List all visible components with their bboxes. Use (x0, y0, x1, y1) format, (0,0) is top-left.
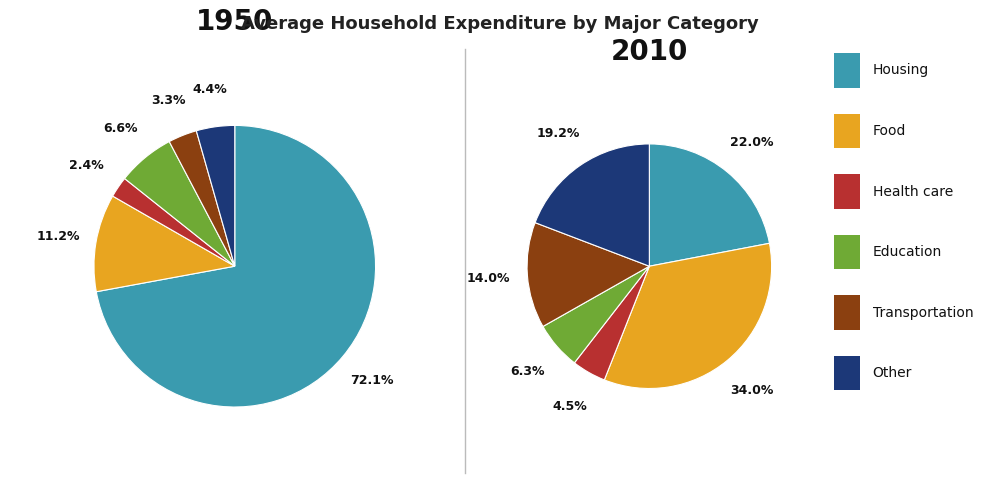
Text: 2.4%: 2.4% (69, 159, 104, 172)
Wedge shape (96, 125, 376, 407)
Bar (834, 356, 860, 390)
Wedge shape (574, 266, 649, 380)
Text: 11.2%: 11.2% (37, 230, 80, 243)
Text: 4.5%: 4.5% (552, 400, 586, 413)
Text: Health care: Health care (872, 184, 953, 199)
Wedge shape (542, 266, 649, 363)
Text: Transportation: Transportation (872, 306, 973, 319)
Wedge shape (94, 196, 235, 292)
Text: 34.0%: 34.0% (730, 384, 774, 397)
Wedge shape (197, 125, 235, 266)
Wedge shape (113, 178, 235, 266)
Text: Average Household Expenditure by Major Category: Average Household Expenditure by Major C… (241, 15, 758, 33)
Text: 6.6%: 6.6% (104, 122, 138, 135)
Wedge shape (649, 144, 769, 266)
Text: Education: Education (872, 245, 942, 259)
Text: Food: Food (872, 124, 906, 138)
Text: 72.1%: 72.1% (351, 374, 394, 387)
Bar (834, 53, 860, 88)
Text: 4.4%: 4.4% (193, 82, 228, 96)
Text: 19.2%: 19.2% (536, 127, 579, 140)
Bar (834, 295, 860, 330)
Text: Housing: Housing (872, 64, 929, 77)
Wedge shape (535, 144, 649, 266)
Wedge shape (527, 223, 649, 326)
Text: 3.3%: 3.3% (151, 94, 186, 106)
Title: 1950: 1950 (196, 8, 274, 36)
Bar (834, 175, 860, 209)
Wedge shape (604, 244, 771, 388)
Bar (834, 114, 860, 148)
Text: 22.0%: 22.0% (730, 136, 774, 148)
Wedge shape (125, 141, 235, 266)
Bar (834, 235, 860, 269)
Text: 6.3%: 6.3% (510, 365, 544, 378)
Text: Other: Other (872, 366, 912, 380)
Wedge shape (169, 131, 235, 266)
Text: 14.0%: 14.0% (467, 272, 510, 285)
Title: 2010: 2010 (610, 38, 688, 66)
